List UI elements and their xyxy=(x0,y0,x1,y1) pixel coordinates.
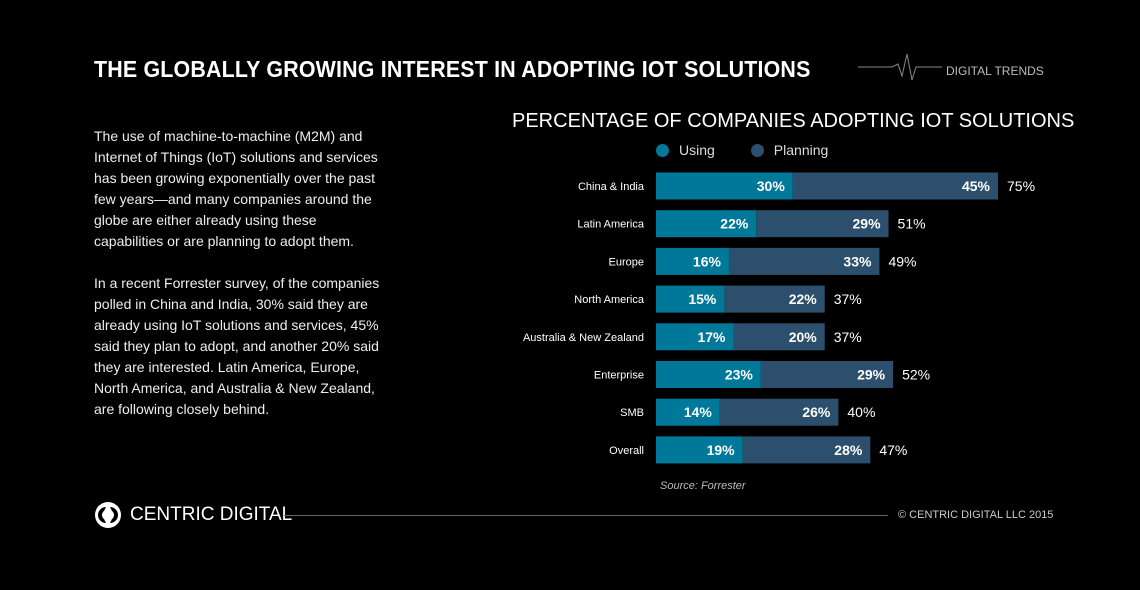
paragraph: The use of machine-to-machine (M2M) and … xyxy=(94,128,378,249)
data-label: 33% xyxy=(843,253,872,269)
total-label: 37% xyxy=(834,329,862,345)
category-label: Overall xyxy=(609,445,644,457)
total-label: 52% xyxy=(902,367,930,383)
data-label: 29% xyxy=(857,367,886,383)
paragraph: In a recent Forrester survey, of the com… xyxy=(94,275,380,417)
data-label: 45% xyxy=(962,178,991,194)
total-label: 47% xyxy=(879,442,907,458)
chart-legend: Using Planning xyxy=(656,142,828,158)
data-label: 17% xyxy=(697,329,726,345)
copyright: © CENTRIC DIGITAL LLC 2015 xyxy=(898,509,1054,521)
bar-using xyxy=(656,172,793,200)
data-label: 16% xyxy=(693,253,722,269)
category-label: China & India xyxy=(578,181,645,193)
category-label: Europe xyxy=(609,256,644,268)
total-label: 51% xyxy=(898,216,926,232)
category-label: North America xyxy=(574,294,645,306)
bar-planning xyxy=(719,398,839,426)
bar-using xyxy=(656,361,761,388)
category-label: Australia & New Zealand xyxy=(523,332,644,344)
bar-using xyxy=(656,285,725,313)
total-label: 75% xyxy=(1007,178,1035,194)
bar-planning xyxy=(733,323,825,351)
centric-logo-icon xyxy=(95,502,121,528)
chart-source: Source: Forrester xyxy=(660,480,746,492)
data-label: 14% xyxy=(684,404,713,420)
body-text: The use of machine-to-machine (M2M) and … xyxy=(94,126,384,441)
data-label: 15% xyxy=(688,291,717,307)
data-label: 29% xyxy=(853,216,882,232)
data-label: 26% xyxy=(802,404,831,420)
total-label: 40% xyxy=(847,404,875,420)
data-label: 23% xyxy=(725,367,754,383)
section-tag: DIGITAL TRENDS xyxy=(946,64,1044,78)
total-label: 49% xyxy=(888,253,916,269)
bar-using xyxy=(656,398,720,426)
category-label: SMB xyxy=(620,407,644,419)
legend-swatch xyxy=(750,144,764,157)
bar-planning xyxy=(728,247,880,275)
legend-swatch xyxy=(656,144,669,157)
legend-item-planning: Planning xyxy=(750,142,829,158)
bar-using xyxy=(656,210,757,238)
brand-name: CENTRIC DIGITAL xyxy=(130,504,293,525)
data-label: 30% xyxy=(757,178,786,194)
bar-planning xyxy=(756,210,889,238)
footer-divider xyxy=(284,515,888,516)
data-label: 22% xyxy=(789,291,818,307)
data-label: 28% xyxy=(834,442,863,458)
legend-item-using: Using xyxy=(656,142,715,158)
bar-using xyxy=(656,436,743,464)
bar-planning xyxy=(792,172,998,200)
total-label: 37% xyxy=(834,291,862,307)
category-label: Latin America xyxy=(577,219,645,231)
page-title: THE GLOBALLY GROWING INTEREST IN ADOPTIN… xyxy=(94,56,811,82)
data-label: 20% xyxy=(789,329,818,345)
bar-planning xyxy=(724,285,825,313)
bar-using xyxy=(656,247,729,275)
chart-title: PERCENTAGE OF COMPANIES ADOPTING IOT SOL… xyxy=(512,110,1075,132)
data-label: 22% xyxy=(720,216,749,232)
bar-planning xyxy=(760,361,894,388)
category-label: Enterprise xyxy=(594,370,644,382)
bar-planning xyxy=(742,436,871,464)
brand-logo: CENTRIC DIGITAL xyxy=(94,501,292,529)
legend-label: Planning xyxy=(773,142,829,158)
legend-label: Using xyxy=(679,142,715,158)
data-label: 19% xyxy=(707,442,736,458)
pulse-line-icon xyxy=(858,53,942,81)
bar-using xyxy=(656,323,734,351)
